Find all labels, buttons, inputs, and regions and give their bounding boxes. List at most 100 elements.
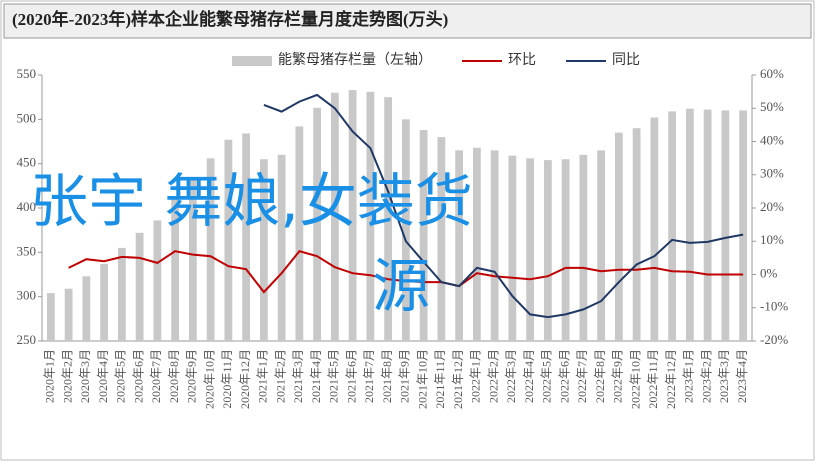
x-tick-label: 2020年5月 [114,349,128,403]
bar [579,154,588,341]
x-tick-label: 2022年1月 [469,349,483,403]
x-tick-label: 2021年1月 [256,349,270,403]
x-tick-label: 2022年8月 [593,349,607,403]
legend-swatch [232,56,272,66]
y2-tick-label: 60% [760,66,784,81]
legend-label: 环比 [508,52,536,68]
bar [277,154,286,341]
x-tick-label: 2020年11月 [220,349,234,409]
title-box [3,3,812,39]
bar [437,137,446,341]
y2-tick-label: 10% [760,232,784,247]
bar [597,150,606,341]
bar [348,90,357,341]
x-tick-label: 2023年3月 [717,349,731,403]
bar [206,158,215,341]
bar [242,133,251,341]
bar [401,119,410,341]
x-tick-label: 2021年11月 [433,349,447,409]
x-tick-label: 2021年9月 [398,349,412,403]
watermark: 张宇 舞娘,女装货 [30,167,473,235]
y-tick-label: 500 [17,110,37,125]
line [263,93,744,319]
bar [295,126,304,341]
bar [614,132,623,341]
x-tick-label: 2020年7月 [149,349,163,403]
x-tick-label: 2023年2月 [699,349,713,403]
legend-label: 同比 [612,52,640,68]
bar [632,128,641,341]
bar [384,97,393,342]
bar [188,177,197,341]
bar [64,288,73,341]
bar [508,155,517,341]
bar [472,147,481,341]
bar [100,263,109,341]
bar [561,159,570,341]
y2-tick-label: 50% [760,99,784,114]
x-tick-label: 2021年7月 [362,349,376,403]
bar [117,247,126,341]
x-tick-label: 2020年9月 [185,349,199,403]
x-tick-label: 2023年4月 [735,349,749,403]
x-tick-label: 2022年5月 [540,349,554,403]
y2-tick-label: 40% [760,132,784,147]
bar [543,160,552,341]
bar [685,108,694,342]
bar [330,92,339,341]
y-tick-label: 300 [17,288,37,303]
x-tick-label: 2021年2月 [273,349,287,403]
bar [366,91,375,341]
y2-tick-label: -10% [760,299,788,314]
y-tick-label: 250 [17,332,37,347]
bar [650,117,659,341]
x-tick-label: 2020年3月 [78,349,92,403]
bar [135,232,144,341]
y-tick-label: 350 [17,243,37,258]
bar [739,110,748,341]
x-tick-label: 2021年8月 [380,349,394,403]
bar [490,150,499,341]
x-tick-label: 2020年10月 [202,349,216,409]
x-tick-label: 2020年8月 [167,349,181,403]
bar [259,159,268,341]
y2-tick-label: -20% [760,332,788,347]
y2-tick-label: 20% [760,199,784,214]
bar [313,107,322,341]
x-tick-label: 2020年12月 [238,349,252,409]
x-tick-label: 2021年6月 [344,349,358,403]
x-tick-label: 2022年9月 [611,349,625,403]
chart-title: (2020年-2023年)样本企业能繁母猪存栏量月度走势图(万头) [12,9,448,29]
bar [153,220,162,341]
x-tick-label: 2021年12月 [451,349,465,409]
y2-tick-label: 30% [760,166,784,181]
x-tick-label: 2021年5月 [327,349,341,403]
y-tick-label: 450 [17,155,37,170]
x-tick-label: 2022年12月 [664,349,678,409]
bar [46,293,55,341]
bar [526,158,535,341]
bar [224,139,233,341]
legend-label: 能繁母猪存栏量（左轴） [278,52,432,68]
y-tick-label: 400 [17,199,37,214]
bar [668,111,677,341]
bar [171,196,180,341]
x-tick-label: 2022年10月 [628,349,642,409]
bar [455,150,464,341]
x-tick-label: 2022年6月 [557,349,571,403]
x-tick-label: 2022年7月 [575,349,589,403]
bar [82,276,91,341]
x-tick-label: 2021年3月 [291,349,305,403]
x-tick-label: 2020年2月 [60,349,74,403]
x-tick-label: 2022年3月 [504,349,518,403]
watermark: 源 [372,252,430,320]
x-tick-label: 2020年6月 [131,349,145,403]
x-tick-label: 2022年2月 [486,349,500,403]
x-tick-label: 2023年1月 [682,349,696,403]
x-tick-label: 2020年4月 [96,349,110,403]
x-tick-label: 2021年10月 [415,349,429,409]
x-tick-label: 2020年1月 [43,349,57,403]
bar [419,129,428,341]
bar [721,110,730,341]
